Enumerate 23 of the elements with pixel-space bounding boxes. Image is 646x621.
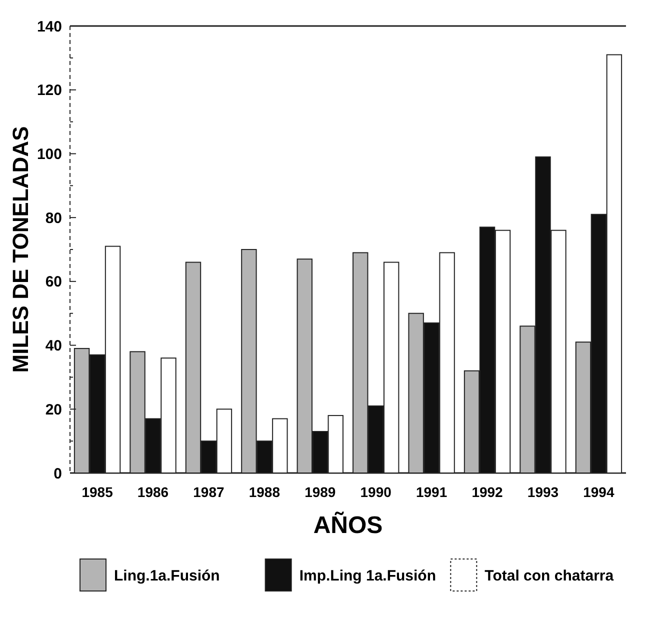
y-axis-title: MILES DE TONELADAS [8,126,33,373]
legend-label: Total con chatarra [484,567,614,584]
x-tick-label: 1990 [360,484,392,500]
x-tick-label: 1991 [416,484,448,500]
x-tick-label: 1994 [583,484,614,500]
y-tick-label: 120 [36,82,62,100]
y-tick-label: 80 [45,210,62,227]
x-tick-label: 1987 [193,484,224,500]
legend-label: Imp.Ling 1a.Fusión [299,567,436,584]
legend-label: Ling.1a.Fusión [114,567,220,584]
x-axis-title: AÑOS [313,511,383,539]
y-tick-label: 0 [54,465,62,482]
y-tick-label: 60 [45,274,62,291]
x-tick-label: 1992 [472,484,504,500]
x-tick-label: 1993 [527,484,559,500]
x-tick-label: 1989 [304,484,336,500]
y-tick-label: 100 [36,146,62,163]
x-tick-label: 1985 [82,484,114,500]
x-tick-label: 1988 [248,484,280,500]
y-tick-label: 140 [36,18,62,36]
x-tick-label: 1986 [137,484,169,500]
y-tick-label: 40 [45,338,62,355]
y-tick-label: 20 [45,401,62,418]
